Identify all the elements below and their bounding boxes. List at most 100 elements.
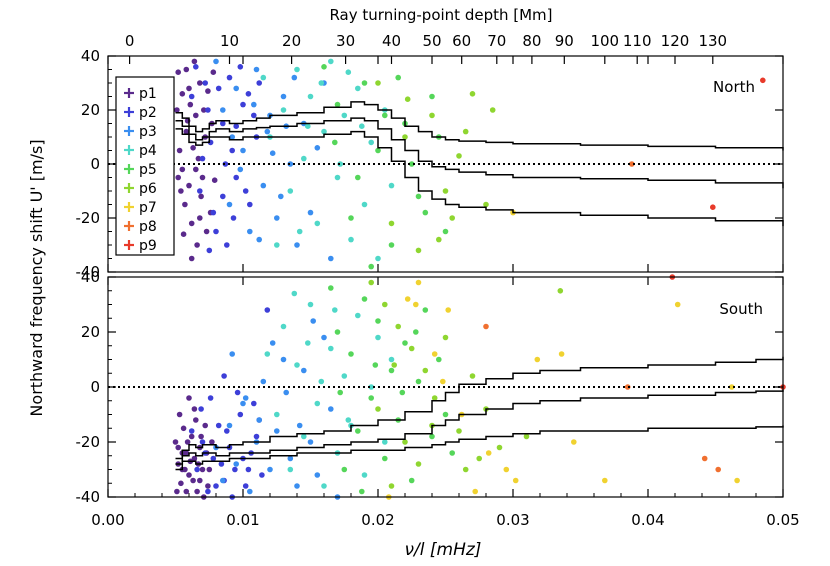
north-point-p1-33 xyxy=(175,174,181,181)
north-point-p6-9 xyxy=(489,107,496,113)
north-point-p4-19 xyxy=(296,228,303,235)
north-point-p4-8 xyxy=(314,220,321,227)
south-point-p4-19 xyxy=(291,290,298,297)
north-point-p3-0 xyxy=(213,58,219,65)
south-point-p6-18 xyxy=(391,362,398,368)
south-point-p2-8 xyxy=(232,466,238,473)
south-point-p1-29 xyxy=(191,406,198,412)
north-point-p5-14 xyxy=(422,209,429,216)
x-tick-label-2: 0.02 xyxy=(361,511,394,529)
south-point-p5-6 xyxy=(368,395,375,401)
north-point-p5-5 xyxy=(388,242,395,248)
legend-label-p4: p4 xyxy=(139,143,157,159)
legend-label-p6: p6 xyxy=(139,181,157,197)
north-point-p5-13 xyxy=(408,161,415,167)
south-point-p4-14 xyxy=(361,472,368,478)
south-point-p4-5 xyxy=(301,433,307,440)
north-point-p1-31 xyxy=(183,66,190,73)
north-point-p5-10 xyxy=(355,174,361,181)
south-point-p6-1 xyxy=(375,406,381,412)
north-point-p1-8 xyxy=(176,147,183,154)
south-point-p4-16 xyxy=(375,334,381,341)
north-point-p2-6 xyxy=(226,74,233,81)
south-y-tick-label-1: 20 xyxy=(81,323,100,341)
north-point-p1-21 xyxy=(174,107,180,113)
north-point-p6-3 xyxy=(415,247,422,254)
north-point-p1-0 xyxy=(175,69,181,75)
south-point-p6-12 xyxy=(462,466,469,473)
north-point-p4-6 xyxy=(301,155,307,162)
south-y-tick-label-3: -20 xyxy=(76,433,101,451)
south-point-p2-4 xyxy=(210,455,217,462)
x-tick-label-3: 0.03 xyxy=(496,511,529,529)
south-point-p4-20 xyxy=(305,340,311,346)
south-point-p3-14 xyxy=(307,439,314,445)
south-point-p7-8 xyxy=(485,450,492,456)
south-point-p2-24 xyxy=(245,466,252,473)
north-point-p3-13 xyxy=(229,134,235,140)
north-point-p1-14 xyxy=(179,166,186,173)
top-axis-title: Ray turning-point depth [Mm] xyxy=(329,6,552,24)
south-point-p4-11 xyxy=(341,373,348,379)
south-point-p7-15 xyxy=(734,477,740,484)
legend-label-p3: p3 xyxy=(139,124,157,140)
south-point-p2-23 xyxy=(234,389,241,396)
north-point-p6-4 xyxy=(429,112,435,119)
panel-north-label: North xyxy=(713,78,755,96)
north-point-p1-10 xyxy=(187,101,194,108)
south-point-p7-13 xyxy=(602,477,608,484)
north-point-p2-25 xyxy=(222,161,229,167)
south-point-p2-1 xyxy=(194,466,200,473)
north-point-p9-0 xyxy=(710,204,716,210)
south-point-p5-19 xyxy=(337,389,344,396)
north-point-p1-3 xyxy=(186,182,192,189)
south-point-p5-23 xyxy=(413,329,419,335)
south-point-p7-7 xyxy=(472,488,479,495)
south-y-tick-label-0: 40 xyxy=(81,268,100,286)
north-point-p5-1 xyxy=(334,101,341,108)
south-point-p2-17 xyxy=(218,461,225,467)
south-point-p8-1 xyxy=(715,466,721,473)
south-point-p7-2 xyxy=(415,279,422,286)
panel-north-frame xyxy=(107,55,784,273)
north-point-p2-9 xyxy=(247,201,253,208)
north-point-p4-0 xyxy=(260,74,267,81)
south-point-p5-18 xyxy=(449,450,456,456)
south-point-p2-27 xyxy=(221,373,227,379)
south-point-p7-17 xyxy=(571,439,577,445)
north-point-p1-25 xyxy=(178,188,184,194)
north-point-p5-9 xyxy=(442,228,449,235)
north-point-p1-18 xyxy=(205,88,211,94)
north-point-p2-4 xyxy=(213,228,219,235)
south-point-p7-12 xyxy=(558,351,565,357)
south-point-p1-4 xyxy=(183,450,190,456)
south-point-p5-5 xyxy=(361,296,368,302)
panel-north-curves xyxy=(175,101,784,227)
north-point-p6-8 xyxy=(483,201,489,208)
north-point-p4-21 xyxy=(337,161,344,167)
south-point-p4-6 xyxy=(307,301,314,308)
south-point-p4-23 xyxy=(345,417,352,423)
south-point-p3-8 xyxy=(267,466,273,473)
north-point-p9-1 xyxy=(760,77,766,84)
south-point-p6-7 xyxy=(415,461,422,467)
north-point-p2-13 xyxy=(210,209,217,216)
north-point-p6-6 xyxy=(456,153,462,159)
north-point-p1-26 xyxy=(186,85,192,92)
north-point-p3-10 xyxy=(280,93,287,100)
south-point-p4-1 xyxy=(274,411,280,418)
north-point-p4-9 xyxy=(321,128,327,135)
south-point-p5-20 xyxy=(359,488,365,495)
south-point-p4-9 xyxy=(328,345,334,352)
x-tick-label-1: 0.01 xyxy=(226,511,259,529)
south-point-p7-0 xyxy=(404,296,411,302)
panel-south-frame xyxy=(107,276,784,498)
south-curve-upper xyxy=(175,356,784,460)
north-point-p3-4 xyxy=(240,147,246,154)
north-point-p4-17 xyxy=(375,255,381,262)
south-point-p4-13 xyxy=(355,312,361,319)
north-curve-upper xyxy=(175,101,784,151)
north-point-p1-23 xyxy=(195,155,202,162)
north-point-p1-27 xyxy=(201,107,207,113)
top-tick-label-9: 90 xyxy=(555,32,574,50)
